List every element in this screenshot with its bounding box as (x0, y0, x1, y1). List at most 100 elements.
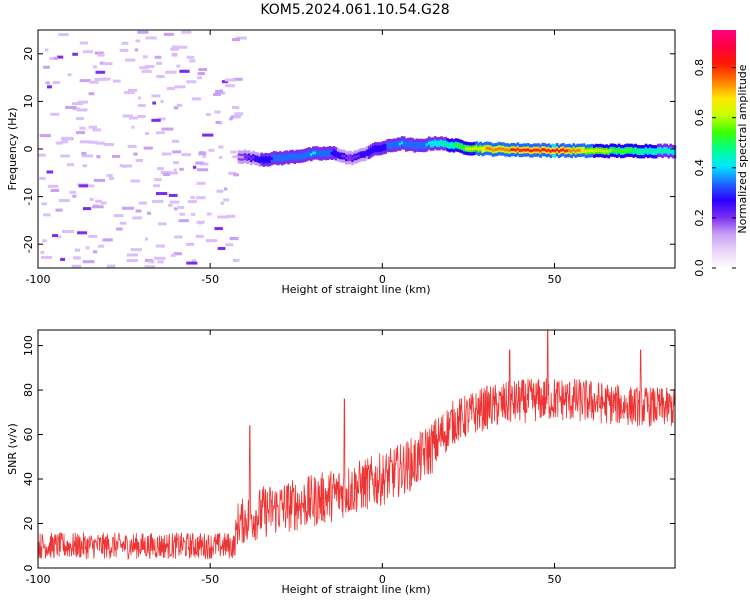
colorbar-tick-label: 0.6 (693, 109, 706, 127)
noise-blob (66, 163, 75, 167)
noise-blob (135, 159, 143, 163)
spectrogram-x-axis-label: Height of straight line (km) (281, 283, 430, 296)
noise-blob (132, 216, 142, 220)
spectrogram-x-tick-label: 50 (547, 273, 561, 286)
ridge-core (266, 158, 270, 162)
ridge-core (289, 155, 292, 158)
noise-blob (205, 239, 218, 243)
noise-blob (144, 237, 148, 241)
noise-blob (81, 154, 93, 158)
snr-x-tick-label: -100 (26, 573, 51, 586)
noise-blob (43, 213, 51, 217)
ridge-core (438, 142, 441, 146)
ridge-core (330, 151, 334, 155)
ridge-core (363, 153, 367, 156)
colorbar-tick-label: 0.8 (693, 59, 706, 77)
noise-blob (44, 48, 49, 52)
noise-blob (168, 193, 178, 197)
noise-blob (116, 227, 123, 231)
ridge-core (349, 156, 352, 159)
noise-blob (190, 212, 196, 216)
ridge-core (644, 148, 648, 152)
noise-blob (52, 234, 58, 238)
ridge-core (485, 146, 489, 150)
noise-blob (157, 167, 164, 171)
noise-blob (41, 202, 48, 206)
colorbar-gradient (712, 30, 736, 268)
ridge-core (671, 150, 675, 154)
ridge-core (334, 152, 338, 156)
ridge-core (508, 149, 511, 152)
noise-blob (61, 140, 68, 144)
spectrogram-y-tick-label: 20 (22, 47, 35, 61)
ridge-core (586, 149, 590, 153)
ridge-core (495, 148, 499, 151)
noise-blob (60, 154, 70, 158)
noise-blob (235, 36, 247, 40)
noise-blob (47, 184, 59, 188)
ridge-core (559, 148, 563, 152)
ridge-core (256, 157, 259, 161)
noise-blob (61, 136, 73, 140)
snr-series-line (37, 329, 676, 560)
noise-blob (176, 64, 181, 68)
noise-blob (89, 197, 94, 201)
noise-blob (106, 264, 116, 268)
noise-blob (95, 70, 106, 74)
ridge-core (281, 157, 284, 161)
noise-blob (216, 189, 224, 193)
noise-blob (98, 244, 105, 248)
ridge-core (454, 143, 458, 147)
ridge-core (382, 146, 385, 150)
ridge-core (361, 153, 365, 156)
chart-title: KOM5.2024.061.10.54.G28 (260, 2, 449, 18)
colorbar-label: Normalized spectral amplitude (736, 64, 749, 233)
noise-blob (214, 227, 223, 231)
ridge-core (341, 154, 344, 158)
noise-blob (154, 55, 162, 59)
ridge-core (657, 149, 660, 152)
ridge-core (411, 143, 414, 146)
ridge-core (378, 147, 381, 151)
ridge-core (520, 148, 524, 152)
ridge-core (380, 146, 383, 150)
noise-blob (187, 200, 197, 204)
ridge-core (295, 154, 299, 158)
noise-blob (40, 250, 45, 254)
ridge-core (574, 149, 578, 153)
ridge-core (291, 155, 295, 158)
ridge-core (491, 148, 495, 152)
noise-blob (88, 140, 98, 144)
noise-blob (147, 211, 152, 215)
noise-blob (139, 66, 149, 70)
ridge-core (423, 144, 427, 148)
noise-blob (160, 170, 172, 174)
ridge-core (537, 148, 540, 152)
spectrogram-y-axis-label: Frequency (Hz) (6, 108, 19, 191)
ridge-core (464, 146, 468, 150)
ridge-core (299, 154, 303, 158)
noise-blob (233, 114, 242, 118)
noise-blob (77, 231, 88, 235)
noise-blob (122, 114, 134, 118)
ridge-core (390, 144, 394, 148)
ridge-core (615, 149, 619, 153)
ridge-core (479, 146, 483, 150)
noise-blob (157, 117, 166, 121)
spectrogram-y-tick-label: 0 (22, 146, 35, 153)
noise-blob (198, 221, 203, 225)
ridge-core (626, 148, 629, 152)
ridge-core (283, 156, 286, 160)
noise-blob (119, 164, 123, 168)
ridge-core (582, 148, 586, 152)
ridge-core (630, 148, 633, 152)
noise-blob (217, 215, 229, 219)
noise-blob (112, 79, 121, 83)
noise-blob (55, 141, 63, 145)
noise-blob (125, 58, 136, 62)
ridge-core (436, 142, 439, 146)
ridge-core (264, 158, 268, 161)
ridge-core (301, 154, 305, 158)
ridge-core (287, 156, 290, 160)
ridge-core (458, 144, 462, 148)
